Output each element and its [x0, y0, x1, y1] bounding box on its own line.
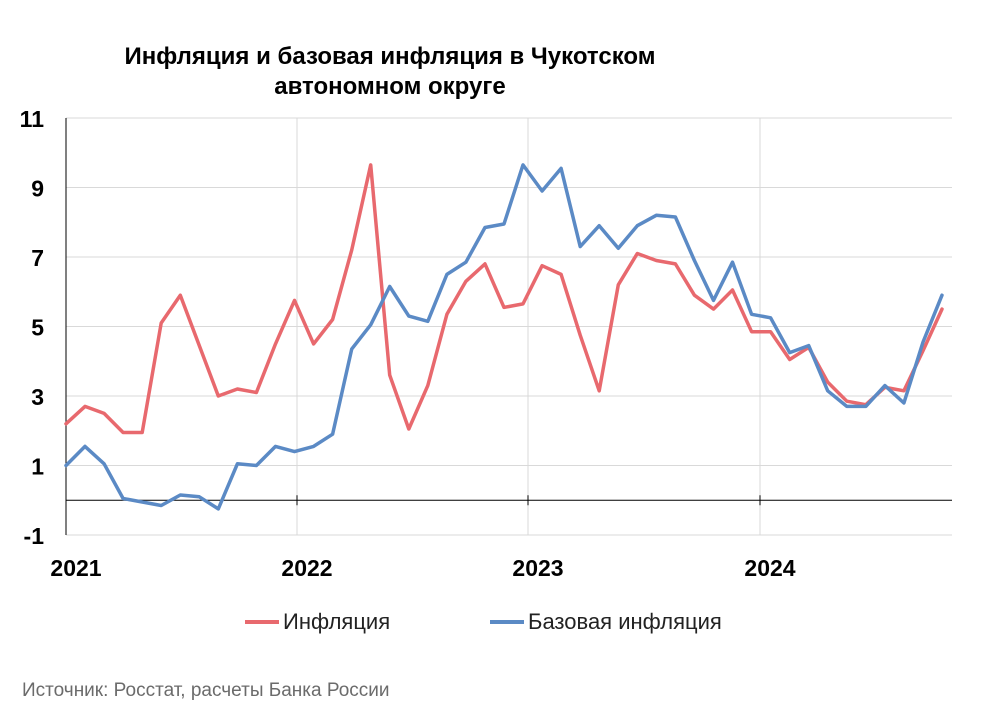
chart-title: Инфляция и базовая инфляция в Чукотском …: [60, 42, 720, 102]
grid-lines: [66, 117, 952, 536]
legend-item-core-inflation: Базовая инфляция: [490, 609, 722, 635]
y-tick-label: 1: [31, 454, 44, 480]
source-note: Источник: Росстат, расчеты Банка России: [22, 680, 390, 701]
legend: Инфляция Базовая инфляция: [0, 609, 994, 639]
x-axis-tick-labels: 2021 2022 2023 2024: [50, 555, 795, 581]
legend-label-inflation: Инфляция: [283, 609, 391, 634]
legend-item-inflation: Инфляция: [245, 609, 390, 635]
x-tick-label: 2023: [512, 555, 563, 581]
legend-swatch-core-inflation: [490, 620, 524, 624]
legend-label-core-inflation: Базовая инфляция: [528, 609, 722, 634]
y-tick-label: -1: [24, 523, 45, 549]
series-line-core-inflation: [64, 163, 944, 511]
y-tick-label: 3: [31, 384, 44, 410]
legend-swatch-inflation: [245, 620, 279, 624]
y-axis-tick-labels: 11 9 7 5 3 1 -1: [20, 106, 45, 549]
chart-title-line-2: автономном округе: [274, 73, 506, 100]
x-tick-label: 2021: [50, 555, 101, 581]
series-line-inflation: [64, 163, 944, 435]
x-tick-label: 2024: [744, 555, 795, 581]
y-tick-label: 9: [31, 176, 44, 202]
y-tick-label: 11: [20, 106, 45, 132]
series-lines: [64, 163, 944, 511]
y-tick-label: 7: [31, 245, 44, 271]
chart-title-line-1: Инфляция и базовая инфляция в Чукотском: [124, 43, 656, 70]
y-tick-label: 5: [31, 315, 44, 341]
x-tick-label: 2022: [281, 555, 332, 581]
